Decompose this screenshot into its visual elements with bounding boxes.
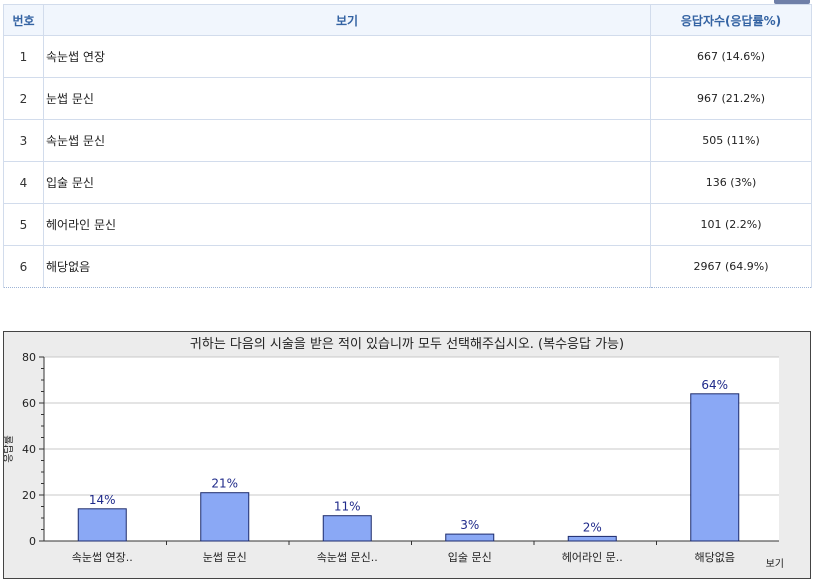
bar <box>690 393 740 542</box>
row-option-label: 해당없음 <box>46 260 91 274</box>
row-number: 5 <box>3 203 44 246</box>
header-option: 보기 <box>43 4 651 36</box>
table-row: 5 헤어라인 문신 101 (2.2%) <box>3 203 812 246</box>
y-tick-labels: 0 20 40 60 80 <box>22 351 36 548</box>
bar <box>445 533 495 542</box>
bars <box>77 393 740 542</box>
row-option-label: 헤어라인 문신 <box>46 218 117 232</box>
chart-panel: 귀하는 다음의 시술을 받은 적이 있습니까 모두 선택해주십시오. (복수응답… <box>3 331 811 579</box>
data-label: 2% <box>583 520 602 534</box>
row-count: 505 (11%) <box>650 119 812 162</box>
data-label: 14% <box>89 493 116 507</box>
y-axis-label: 응답률 <box>4 435 15 463</box>
row-option: 눈썹 문신 <box>43 77 651 120</box>
row-count: 2967 (64.9%) <box>650 245 812 288</box>
row-count: 667 (14.6%) <box>650 35 812 78</box>
y-tick-label: 0 <box>29 535 36 548</box>
bar-chart: 귀하는 다음의 시술을 받은 적이 있습니까 모두 선택해주십시오. (복수응답… <box>4 337 784 570</box>
data-label: 3% <box>460 518 479 532</box>
row-number: 2 <box>3 77 44 120</box>
row-number: 4 <box>3 161 44 204</box>
x-axis-label: 보기 <box>766 558 784 570</box>
category-label: 속눈썹 연장.. <box>72 551 133 564</box>
row-option: 입술 문신 <box>43 161 651 204</box>
table-row: 3 속눈썹 문신 505 (11%) <box>3 119 812 162</box>
category-labels: 속눈썹 연장.. 눈썹 문신 속눈썹 문신.. 입술 문신 헤어라인 문.. 해당없음 <box>72 550 735 564</box>
y-tick-label: 40 <box>22 443 36 456</box>
bar <box>322 515 372 542</box>
corner-tab[interactable] <box>774 0 810 4</box>
table-row: 1 속눈썹 연장 667 (14.6%) <box>3 35 812 78</box>
results-table: 번호 보기 응답자수(응답률%) 1 속눈썹 연장 667 (14.6%) 2 … <box>3 4 812 288</box>
header-number: 번호 <box>3 4 44 36</box>
data-label: 11% <box>334 500 361 514</box>
row-number: 1 <box>3 35 44 78</box>
category-label: 속눈썹 문신.. <box>317 551 378 564</box>
category-label: 해당없음 <box>695 550 735 564</box>
row-option-label: 속눈썹 연장 <box>46 50 106 64</box>
data-label: 64% <box>701 378 728 392</box>
y-tick-label: 80 <box>22 351 36 364</box>
row-option: 속눈썹 연장 <box>43 35 651 78</box>
table-row: 4 입술 문신 136 (3%) <box>3 161 812 204</box>
row-option-label: 입술 문신 <box>46 176 94 190</box>
data-label: 21% <box>211 477 238 491</box>
category-label: 헤어라인 문.. <box>562 551 623 564</box>
row-option: 속눈썹 문신 <box>43 119 651 162</box>
bar <box>200 492 250 542</box>
row-count: 101 (2.2%) <box>650 203 812 246</box>
table-header-row: 번호 보기 응답자수(응답률%) <box>3 4 812 36</box>
row-option-label: 속눈썹 문신 <box>46 134 106 148</box>
row-option: 해당없음 <box>43 245 651 288</box>
bar <box>567 535 617 542</box>
category-label: 입술 문신 <box>448 551 492 564</box>
axes <box>39 356 779 545</box>
row-option: 헤어라인 문신 <box>43 203 651 246</box>
category-label: 눈썹 문신 <box>203 551 247 564</box>
table-row: 6 해당없음 2967 (64.9%) <box>3 245 812 288</box>
row-number: 6 <box>3 245 44 288</box>
bar <box>77 508 127 542</box>
row-count: 136 (3%) <box>650 161 812 204</box>
y-tick-label: 60 <box>22 397 36 410</box>
row-option-label: 눈썹 문신 <box>46 92 94 106</box>
row-number: 3 <box>3 119 44 162</box>
data-labels: 14% 21% 11% 3% 2% 64% <box>89 378 728 535</box>
row-count: 967 (21.2%) <box>650 77 812 120</box>
table-row: 2 눈썹 문신 967 (21.2%) <box>3 77 812 120</box>
header-count: 응답자수(응답률%) <box>650 4 812 36</box>
y-tick-label: 20 <box>22 489 36 502</box>
chart-title: 귀하는 다음의 시술을 받은 적이 있습니까 모두 선택해주십시오. (복수응답… <box>190 337 624 352</box>
